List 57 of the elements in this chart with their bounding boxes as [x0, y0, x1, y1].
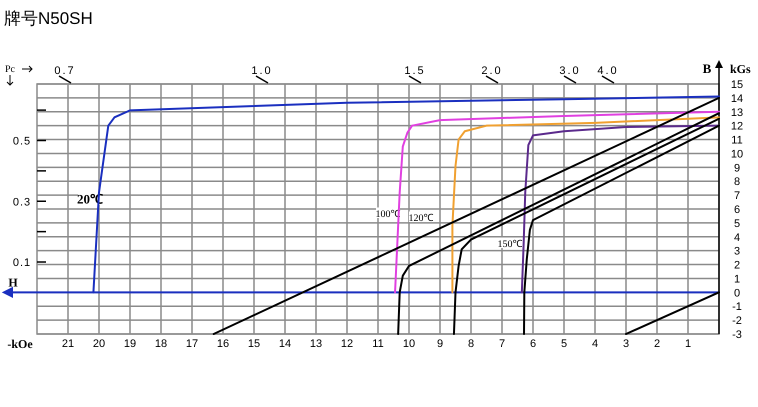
y-axis-title: B — [702, 61, 712, 76]
y-tick-label: 6 — [734, 204, 740, 216]
y-tick-label: -1 — [732, 301, 742, 314]
x-tick-label: 15 — [248, 338, 260, 350]
x-tick-label: 4 — [592, 338, 598, 350]
x-axis-title: H — [8, 275, 18, 290]
x-tick-label: 6 — [530, 338, 536, 350]
x-tick-label: 14 — [278, 338, 292, 350]
y2-tick-label: 0.5 — [12, 136, 32, 148]
x-tick-label: 21 — [62, 338, 74, 350]
x-tick-label: 12 — [340, 338, 354, 350]
text: -kOe — [7, 337, 34, 351]
x-tick-label: 10 — [402, 338, 416, 350]
text: 2.0 — [481, 65, 503, 77]
y2-tick-label: 0.3 — [12, 196, 32, 208]
x-tick-label: 1 — [684, 338, 692, 350]
annotation: 120℃ — [408, 213, 434, 224]
y-tick-label: 5 — [734, 218, 740, 230]
text: 4.0 — [597, 65, 619, 77]
x-tick-label: 20 — [92, 338, 106, 350]
x-tick-label: 8 — [468, 338, 474, 350]
y-tick-label: 1 — [734, 273, 740, 286]
y-tick-label: 7 — [734, 190, 740, 202]
y-tick-label: 14 — [730, 92, 744, 105]
y-tick-label: 4 — [734, 232, 740, 244]
y-tick-label: 8 — [734, 176, 740, 188]
text: 1.0 — [251, 65, 273, 77]
text: kGs — [730, 62, 752, 76]
y2-tick-label: 0.1 — [12, 257, 32, 270]
text: 0.7 — [54, 65, 76, 77]
y-tick-label: -2 — [732, 315, 742, 328]
chart-title: 牌号N50SH — [4, 9, 93, 28]
annotation: 150℃ — [498, 239, 522, 250]
y-tick-label: 0 — [734, 287, 740, 300]
x-tick-label: 13 — [310, 338, 322, 350]
text: 1.5 — [404, 65, 426, 77]
x-tick-label: 17 — [186, 338, 198, 350]
y-tick-label: 11 — [731, 134, 743, 147]
x-tick-label: 18 — [154, 338, 168, 350]
x-tick-label: 2 — [654, 338, 660, 350]
x-tick-label: 7 — [498, 338, 506, 350]
x-tick-label: 19 — [124, 338, 136, 350]
x-tick-label: 16 — [216, 338, 230, 350]
y2-axis-title: Pc — [5, 64, 16, 75]
y-tick-label: 12 — [730, 120, 744, 133]
x-tick-label: 5 — [560, 338, 568, 350]
y-tick-label: 3 — [734, 246, 740, 258]
y-tick-label: -3 — [732, 329, 742, 341]
y-tick-label: 13 — [730, 106, 744, 119]
x-tick-label: 9 — [436, 338, 444, 350]
text: 3.0 — [559, 65, 581, 77]
y-tick-label: 10 — [730, 148, 744, 160]
y-tick-label: 15 — [730, 79, 744, 91]
x-tick-label: 11 — [372, 338, 384, 350]
y-tick-label: 2 — [734, 260, 740, 272]
x-tick-label: 3 — [622, 338, 630, 350]
y-tick-label: 9 — [734, 162, 740, 174]
